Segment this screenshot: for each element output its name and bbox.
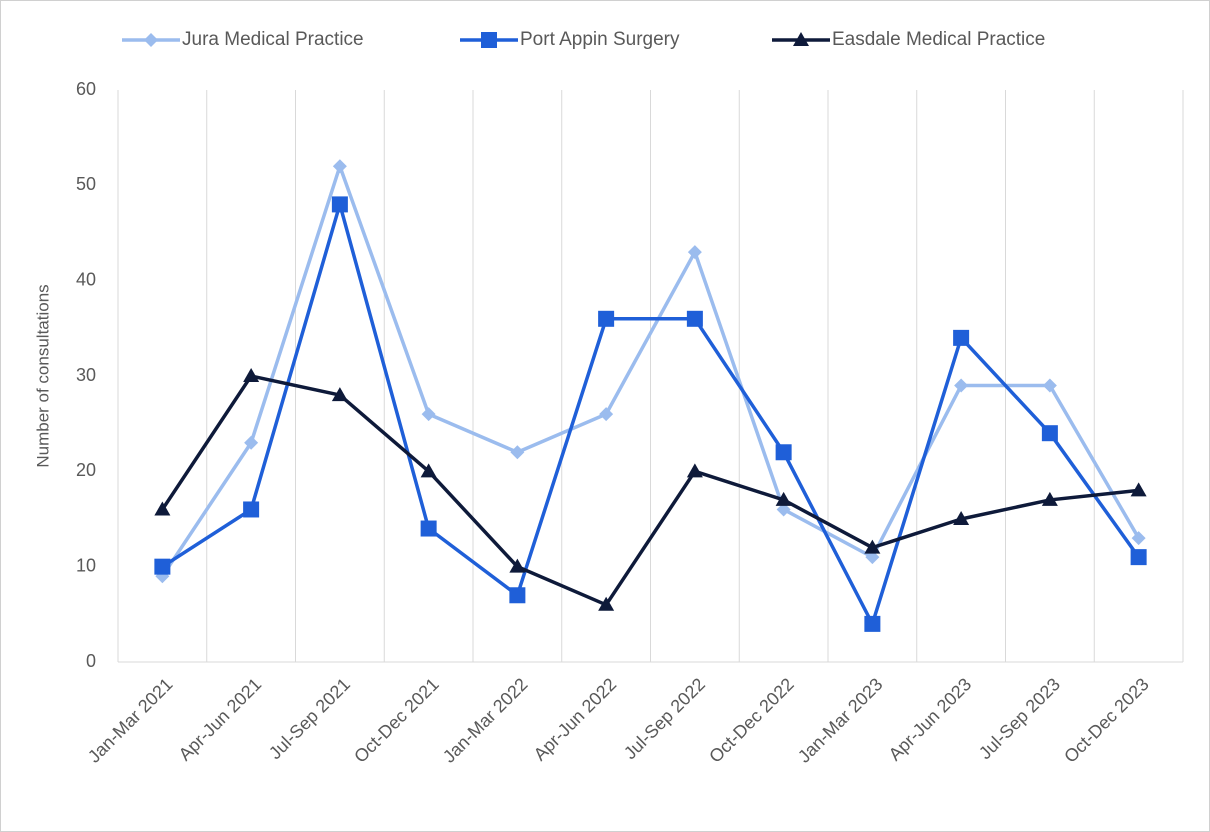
data-point [243,368,260,382]
y-tick-label: 30 [76,365,96,385]
data-point [864,539,881,554]
y-axis-label: Number of consultations [33,284,52,467]
data-point [598,310,615,327]
data-point [953,511,970,525]
data-point [420,463,437,478]
y-tick-label: 50 [76,174,96,194]
data-point [686,310,703,327]
data-point [1130,549,1147,566]
legend-label: Easdale Medical Practice [832,29,1045,50]
legend-marker [481,32,497,48]
data-point [954,378,969,393]
y-tick-label: 40 [76,269,96,289]
data-point [864,615,881,632]
data-point [598,596,615,611]
data-point [510,445,525,460]
data-point [687,245,702,260]
data-point [1131,531,1146,546]
y-tick-label: 20 [76,460,96,480]
series-line [160,164,1141,578]
legend-marker [144,33,158,47]
data-point [331,196,348,213]
y-tick-label: 60 [76,79,96,99]
data-point [1041,425,1058,442]
data-point [243,501,260,518]
legend-label: Jura Medical Practice [182,29,364,50]
series-line [160,374,1139,607]
series-line [161,202,1141,626]
data-point [509,587,526,604]
data-point [865,550,880,565]
legend-label: Port Appin Surgery [520,29,680,50]
data-point [154,558,171,575]
y-tick-label: 0 [86,651,96,671]
data-point [1042,378,1057,393]
legend-marker [793,32,809,46]
data-point [332,159,347,174]
data-point [154,501,171,516]
data-point [244,435,259,450]
data-point [686,463,703,478]
data-point [599,407,614,422]
data-point [331,387,348,402]
data-point [775,444,792,461]
data-point [509,558,526,573]
data-point [775,491,792,506]
y-tick-label: 10 [76,555,96,575]
data-point [776,502,791,517]
data-point [420,520,437,537]
data-point [421,407,436,422]
data-point [1130,482,1147,497]
data-point [1041,491,1058,506]
data-point [953,329,970,346]
